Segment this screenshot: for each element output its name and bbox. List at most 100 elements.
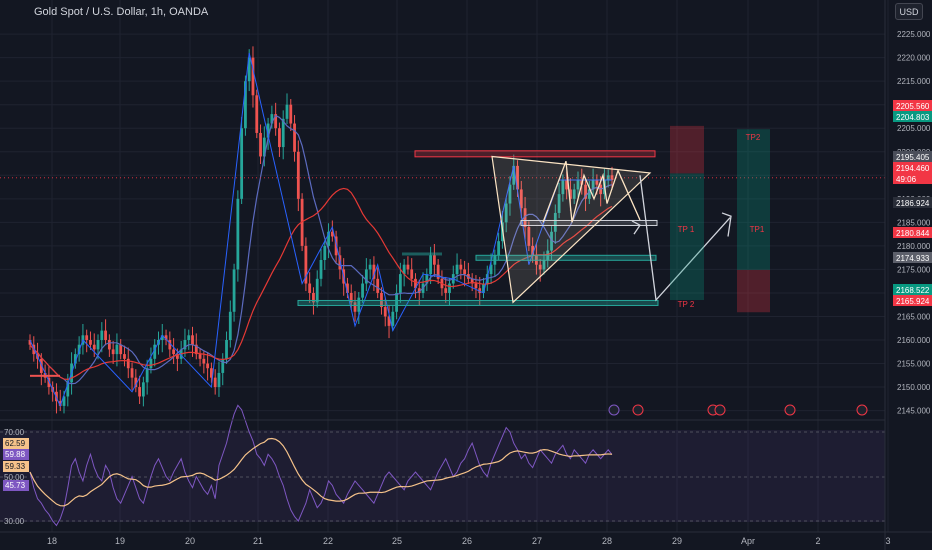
candle-body: [584, 184, 587, 199]
time-tick: 29: [672, 536, 682, 546]
candle-body: [274, 114, 278, 129]
candle-body: [111, 349, 115, 355]
candle-body: [225, 340, 228, 359]
price-badge-text: 2174.933: [896, 254, 930, 263]
candle-body: [28, 340, 32, 345]
candle-body: [474, 283, 478, 289]
candle-body: [168, 340, 172, 350]
candle-body: [153, 344, 157, 359]
candle-body: [175, 354, 179, 359]
candle-body: [527, 227, 531, 246]
zigzag-line: [29, 52, 612, 408]
candle-body: [406, 264, 410, 270]
tp-box-right-stop: [737, 269, 770, 313]
price-tick: 2160.000: [897, 336, 931, 345]
price-tick: 2145.000: [897, 407, 931, 416]
ma-red-line: [29, 187, 613, 380]
price-badge-text: 2180.844: [896, 229, 930, 238]
arrow-head-2: [631, 220, 641, 235]
candle-body: [285, 104, 289, 119]
candle-body: [77, 344, 81, 355]
candle-body: [130, 368, 134, 378]
candle-body: [364, 269, 368, 284]
price-badge: [893, 151, 932, 162]
time-tick: 18: [47, 536, 57, 546]
rsi-value-text: 45.73: [5, 481, 26, 490]
tp-box-target: [670, 173, 704, 300]
candle-body: [164, 335, 168, 340]
price-badge: [893, 173, 932, 184]
candle-body: [270, 114, 274, 124]
candle-body: [372, 264, 376, 279]
candle-body: [489, 264, 493, 275]
candle-body: [587, 189, 591, 199]
candle-body: [221, 358, 225, 373]
candle-body: [538, 264, 542, 270]
candle-body: [58, 401, 62, 406]
rsi-value-text: 59.88: [5, 450, 26, 459]
candle-body: [523, 208, 527, 228]
candle-body: [519, 189, 523, 209]
symbol-title[interactable]: Gold Spot / U.S. Dollar, 1h, OANDA: [34, 6, 209, 18]
candle-body: [436, 264, 440, 279]
candle-body: [293, 123, 296, 152]
price-badge: [893, 197, 932, 208]
candle-body: [160, 335, 164, 340]
candle-body: [395, 292, 398, 312]
small-resistance: [30, 374, 60, 377]
candle-body: [96, 340, 100, 350]
candle-body: [387, 316, 391, 326]
candle-body: [304, 245, 308, 284]
time-tick: 20: [185, 536, 195, 546]
event-icon: [608, 404, 620, 416]
candle-body: [217, 372, 221, 388]
candle-body: [444, 288, 448, 293]
candle-body: [512, 165, 516, 185]
price-tick: 2225.000: [897, 30, 931, 39]
rsi-value-badge: [3, 449, 29, 460]
candle-body: [202, 358, 206, 364]
time-tick: 25: [392, 536, 402, 546]
rsi-tick: 70.00: [4, 428, 25, 437]
support-zone-lower: [297, 299, 659, 306]
candle-body: [73, 354, 77, 364]
rsi-value-text: 59.33: [5, 462, 26, 471]
candle-body: [244, 81, 247, 129]
currency-button[interactable]: USD: [895, 3, 923, 20]
price-badge-text: 2186.924: [896, 199, 930, 208]
tp-label: TP 2: [678, 300, 695, 309]
candle-body: [85, 335, 89, 340]
candle-body: [346, 283, 349, 293]
candle-body: [134, 377, 138, 388]
time-tick: 2: [815, 536, 820, 546]
candle-body: [591, 180, 595, 190]
candle-body: [138, 387, 141, 397]
candle-body: [323, 245, 327, 260]
candle-body: [550, 231, 553, 251]
candle-body: [557, 194, 561, 213]
drawings[interactable]: TP 1 TP 2 TP1 TP2: [30, 125, 868, 416]
candle-body: [198, 354, 202, 359]
price-tick: 2215.000: [897, 77, 931, 86]
rsi-tick: 30.00: [4, 517, 25, 526]
ma-blue-line: [29, 114, 613, 385]
candle-body: [251, 57, 255, 96]
candle-body: [255, 95, 259, 133]
price-tick: 2220.000: [897, 54, 931, 63]
price-badge: [893, 100, 932, 111]
candle-body: [92, 344, 96, 350]
candle-series: [28, 46, 614, 414]
time-tick: 22: [323, 536, 333, 546]
tp-label: TP 1: [678, 225, 695, 234]
candle-body: [482, 283, 485, 293]
rsi-tick: 50.00: [4, 473, 25, 482]
level-zone: [520, 219, 658, 226]
candle-body: [565, 180, 569, 190]
candle-body: [141, 382, 145, 397]
candle-body: [62, 396, 66, 406]
candle-body: [206, 363, 210, 369]
tp-label: TP1: [750, 225, 765, 234]
rsi-value-badge: [3, 480, 29, 491]
